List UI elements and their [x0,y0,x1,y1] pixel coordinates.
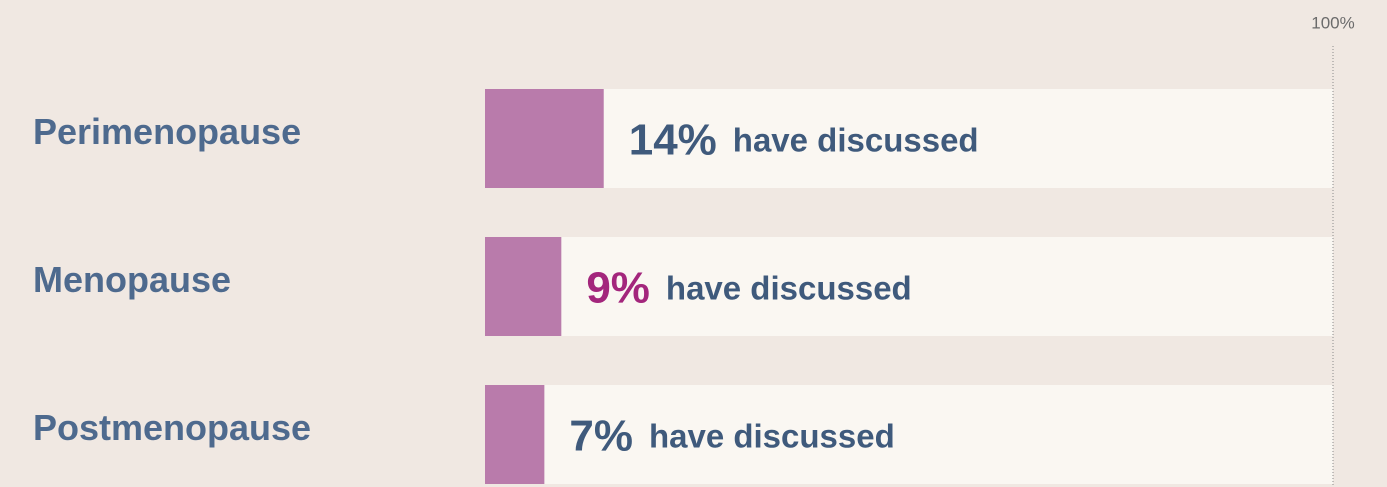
value-label: 9% have discussed [586,263,911,312]
value-percent: 7% [569,411,633,460]
category-label: Menopause [33,259,231,300]
value-label: 7% have discussed [569,411,894,460]
category-label: Perimenopause [33,111,301,152]
x-tick-label: 100% [1311,13,1354,32]
value-label: 14% have discussed [629,115,979,164]
bar [485,237,562,336]
value-note: have discussed [733,121,979,158]
value-note: have discussed [649,417,895,454]
value-percent: 14% [629,115,717,164]
bar [485,89,604,188]
bar-track [485,89,1333,188]
value-note: have discussed [666,269,912,306]
bar-track [485,385,1333,484]
value-percent: 9% [586,263,650,312]
category-label: Postmenopause [33,407,311,448]
bar-track [485,237,1333,336]
bar [485,385,545,484]
